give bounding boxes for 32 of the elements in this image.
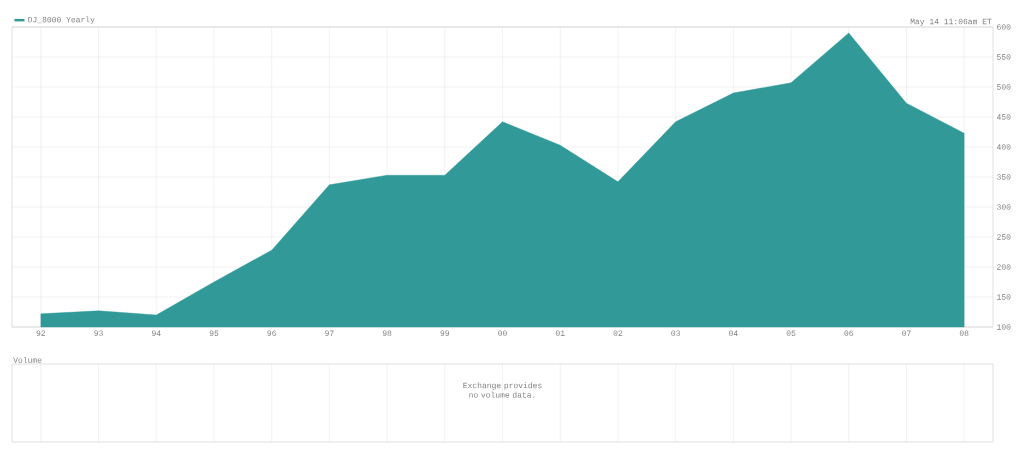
- x-tick-label: 07: [902, 330, 911, 336]
- y-tick-label: 350: [997, 174, 1011, 180]
- y-tick-label: 500: [997, 84, 1011, 90]
- y-tick-label: 550: [997, 54, 1011, 60]
- y-tick-label: 600: [997, 24, 1011, 30]
- x-tick-label: 93: [94, 330, 103, 336]
- x-tick-label: 99: [440, 330, 450, 336]
- x-tick-label: 05: [786, 330, 796, 336]
- y-tick-label: 100: [997, 324, 1011, 330]
- x-tick-label: 03: [671, 330, 680, 336]
- y-tick-label: 200: [997, 264, 1011, 270]
- x-tick-label: 95: [209, 330, 219, 336]
- x-tick-label: 98: [382, 330, 392, 336]
- x-tick-label: 00: [498, 330, 507, 336]
- x-tick-label: 92: [36, 330, 46, 336]
- x-tick-label: 94: [152, 330, 161, 336]
- chart-subtitle: May 14 11:06am ET: [910, 18, 992, 26]
- x-tick-label: 08: [959, 330, 969, 336]
- x-tick-label: 02: [613, 330, 623, 336]
- y-tick-label: 250: [997, 234, 1011, 240]
- text: Exchange provides no volume data.: [463, 382, 542, 398]
- x-tick-label: 96: [267, 330, 276, 336]
- y-tick-label: 450: [996, 114, 1011, 120]
- x-tick-label: 04: [729, 330, 738, 336]
- x-tick-label: 06: [844, 330, 854, 336]
- y-tick-label: 400: [996, 144, 1011, 150]
- y-tick-label: 300: [997, 204, 1011, 210]
- text: Volume: [13, 356, 42, 363]
- x-tick-label: 01: [555, 330, 565, 336]
- x-tick-label: 97: [325, 330, 334, 336]
- legend-label: DJ_8000 Yearly: [28, 16, 95, 24]
- y-tick-label: 150: [997, 294, 1011, 300]
